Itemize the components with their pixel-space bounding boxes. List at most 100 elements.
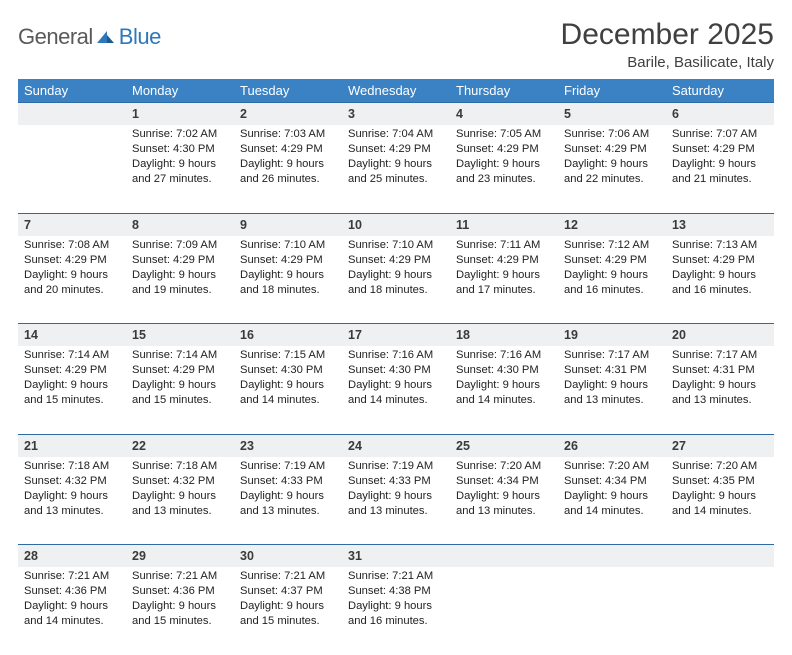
week-row: Sunrise: 7:08 AMSunset: 4:29 PMDaylight:…: [18, 236, 774, 324]
day-number-cell: 20: [666, 324, 774, 347]
day-cell-body: Sunrise: 7:12 AMSunset: 4:29 PMDaylight:…: [558, 236, 666, 304]
weekday-header: Monday: [126, 79, 234, 103]
calendar-table: Sunday Monday Tuesday Wednesday Thursday…: [18, 79, 774, 655]
day-number: 21: [24, 439, 38, 453]
daylight-line: Daylight: 9 hours and 14 minutes.: [564, 489, 660, 519]
day-number: 11: [456, 218, 469, 232]
day-cell-body: Sunrise: 7:10 AMSunset: 4:29 PMDaylight:…: [342, 236, 450, 304]
sunrise-line: Sunrise: 7:18 AM: [24, 459, 120, 474]
daylight-line: Daylight: 9 hours and 18 minutes.: [240, 268, 336, 298]
weekday-header: Sunday: [18, 79, 126, 103]
sunset-line: Sunset: 4:29 PM: [132, 363, 228, 378]
day-cell: Sunrise: 7:05 AMSunset: 4:29 PMDaylight:…: [450, 125, 558, 213]
daylight-line: Daylight: 9 hours and 14 minutes.: [240, 378, 336, 408]
sunrise-line: Sunrise: 7:05 AM: [456, 127, 552, 142]
logo-text-blue: Blue: [119, 24, 161, 50]
sunrise-line: Sunrise: 7:18 AM: [132, 459, 228, 474]
sunset-line: Sunset: 4:29 PM: [672, 253, 768, 268]
day-number-cell: 22: [126, 434, 234, 457]
daylight-line: Daylight: 9 hours and 21 minutes.: [672, 157, 768, 187]
day-number: 12: [564, 218, 578, 232]
sunrise-line: Sunrise: 7:04 AM: [348, 127, 444, 142]
day-number: 10: [348, 218, 362, 232]
sunrise-line: Sunrise: 7:14 AM: [132, 348, 228, 363]
sunset-line: Sunset: 4:29 PM: [240, 253, 336, 268]
sunrise-line: Sunrise: 7:08 AM: [24, 238, 120, 253]
day-number: 19: [564, 328, 578, 342]
day-cell: Sunrise: 7:19 AMSunset: 4:33 PMDaylight:…: [234, 457, 342, 545]
day-cell: Sunrise: 7:15 AMSunset: 4:30 PMDaylight:…: [234, 346, 342, 434]
day-cell: Sunrise: 7:20 AMSunset: 4:34 PMDaylight:…: [558, 457, 666, 545]
day-cell: Sunrise: 7:17 AMSunset: 4:31 PMDaylight:…: [666, 346, 774, 434]
daylight-line: Daylight: 9 hours and 13 minutes.: [456, 489, 552, 519]
day-number-cell: 26: [558, 434, 666, 457]
day-number-cell: 29: [126, 545, 234, 568]
day-cell: Sunrise: 7:10 AMSunset: 4:29 PMDaylight:…: [234, 236, 342, 324]
sunrise-line: Sunrise: 7:21 AM: [240, 569, 336, 584]
sunrise-line: Sunrise: 7:21 AM: [24, 569, 120, 584]
day-number: 1: [132, 107, 139, 121]
day-number: 20: [672, 328, 686, 342]
day-cell: Sunrise: 7:13 AMSunset: 4:29 PMDaylight:…: [666, 236, 774, 324]
empty-cell: [450, 567, 558, 655]
daylight-line: Daylight: 9 hours and 13 minutes.: [564, 378, 660, 408]
daylight-line: Daylight: 9 hours and 16 minutes.: [348, 599, 444, 629]
day-cell-body: Sunrise: 7:08 AMSunset: 4:29 PMDaylight:…: [18, 236, 126, 304]
daynum-row: 78910111213: [18, 213, 774, 236]
sunset-line: Sunset: 4:30 PM: [240, 363, 336, 378]
daylight-line: Daylight: 9 hours and 14 minutes.: [24, 599, 120, 629]
daylight-line: Daylight: 9 hours and 23 minutes.: [456, 157, 552, 187]
sunrise-line: Sunrise: 7:16 AM: [348, 348, 444, 363]
day-cell: Sunrise: 7:07 AMSunset: 4:29 PMDaylight:…: [666, 125, 774, 213]
day-number-cell: 28: [18, 545, 126, 568]
day-cell: Sunrise: 7:12 AMSunset: 4:29 PMDaylight:…: [558, 236, 666, 324]
day-cell: Sunrise: 7:10 AMSunset: 4:29 PMDaylight:…: [342, 236, 450, 324]
day-number-cell: 6: [666, 103, 774, 126]
day-number-cell: 24: [342, 434, 450, 457]
sunset-line: Sunset: 4:33 PM: [348, 474, 444, 489]
day-cell-body: Sunrise: 7:07 AMSunset: 4:29 PMDaylight:…: [666, 125, 774, 193]
sunset-line: Sunset: 4:34 PM: [456, 474, 552, 489]
day-number-cell: 31: [342, 545, 450, 568]
sunset-line: Sunset: 4:37 PM: [240, 584, 336, 599]
daylight-line: Daylight: 9 hours and 14 minutes.: [672, 489, 768, 519]
day-number-cell: 2: [234, 103, 342, 126]
daylight-line: Daylight: 9 hours and 14 minutes.: [456, 378, 552, 408]
day-cell: Sunrise: 7:18 AMSunset: 4:32 PMDaylight:…: [18, 457, 126, 545]
weekday-header: Thursday: [450, 79, 558, 103]
day-cell: Sunrise: 7:03 AMSunset: 4:29 PMDaylight:…: [234, 125, 342, 213]
day-number-cell: 1: [126, 103, 234, 126]
sunrise-line: Sunrise: 7:17 AM: [564, 348, 660, 363]
sunrise-line: Sunrise: 7:20 AM: [672, 459, 768, 474]
sunrise-line: Sunrise: 7:13 AM: [672, 238, 768, 253]
daylight-line: Daylight: 9 hours and 18 minutes.: [348, 268, 444, 298]
sunset-line: Sunset: 4:30 PM: [132, 142, 228, 157]
sunset-line: Sunset: 4:31 PM: [672, 363, 768, 378]
day-number: 6: [672, 107, 679, 121]
day-cell: Sunrise: 7:17 AMSunset: 4:31 PMDaylight:…: [558, 346, 666, 434]
day-number-cell: 3: [342, 103, 450, 126]
daylight-line: Daylight: 9 hours and 15 minutes.: [132, 378, 228, 408]
day-cell-body: Sunrise: 7:11 AMSunset: 4:29 PMDaylight:…: [450, 236, 558, 304]
day-cell: Sunrise: 7:20 AMSunset: 4:34 PMDaylight:…: [450, 457, 558, 545]
day-number: 17: [348, 328, 362, 342]
daylight-line: Daylight: 9 hours and 14 minutes.: [348, 378, 444, 408]
day-number-cell: 15: [126, 324, 234, 347]
day-number: 25: [456, 439, 470, 453]
day-cell: Sunrise: 7:16 AMSunset: 4:30 PMDaylight:…: [342, 346, 450, 434]
day-cell: Sunrise: 7:21 AMSunset: 4:37 PMDaylight:…: [234, 567, 342, 655]
day-cell-body: Sunrise: 7:17 AMSunset: 4:31 PMDaylight:…: [666, 346, 774, 414]
daynum-row: 123456: [18, 103, 774, 126]
sunrise-line: Sunrise: 7:09 AM: [132, 238, 228, 253]
day-number-cell: 21: [18, 434, 126, 457]
day-number-cell: 19: [558, 324, 666, 347]
day-cell: Sunrise: 7:19 AMSunset: 4:33 PMDaylight:…: [342, 457, 450, 545]
sunrise-line: Sunrise: 7:20 AM: [564, 459, 660, 474]
day-cell-body: Sunrise: 7:19 AMSunset: 4:33 PMDaylight:…: [342, 457, 450, 525]
day-number: 27: [672, 439, 686, 453]
sunrise-line: Sunrise: 7:11 AM: [456, 238, 552, 253]
day-number: 24: [348, 439, 362, 453]
day-number: 5: [564, 107, 571, 121]
day-cell: Sunrise: 7:08 AMSunset: 4:29 PMDaylight:…: [18, 236, 126, 324]
daylight-line: Daylight: 9 hours and 15 minutes.: [132, 599, 228, 629]
